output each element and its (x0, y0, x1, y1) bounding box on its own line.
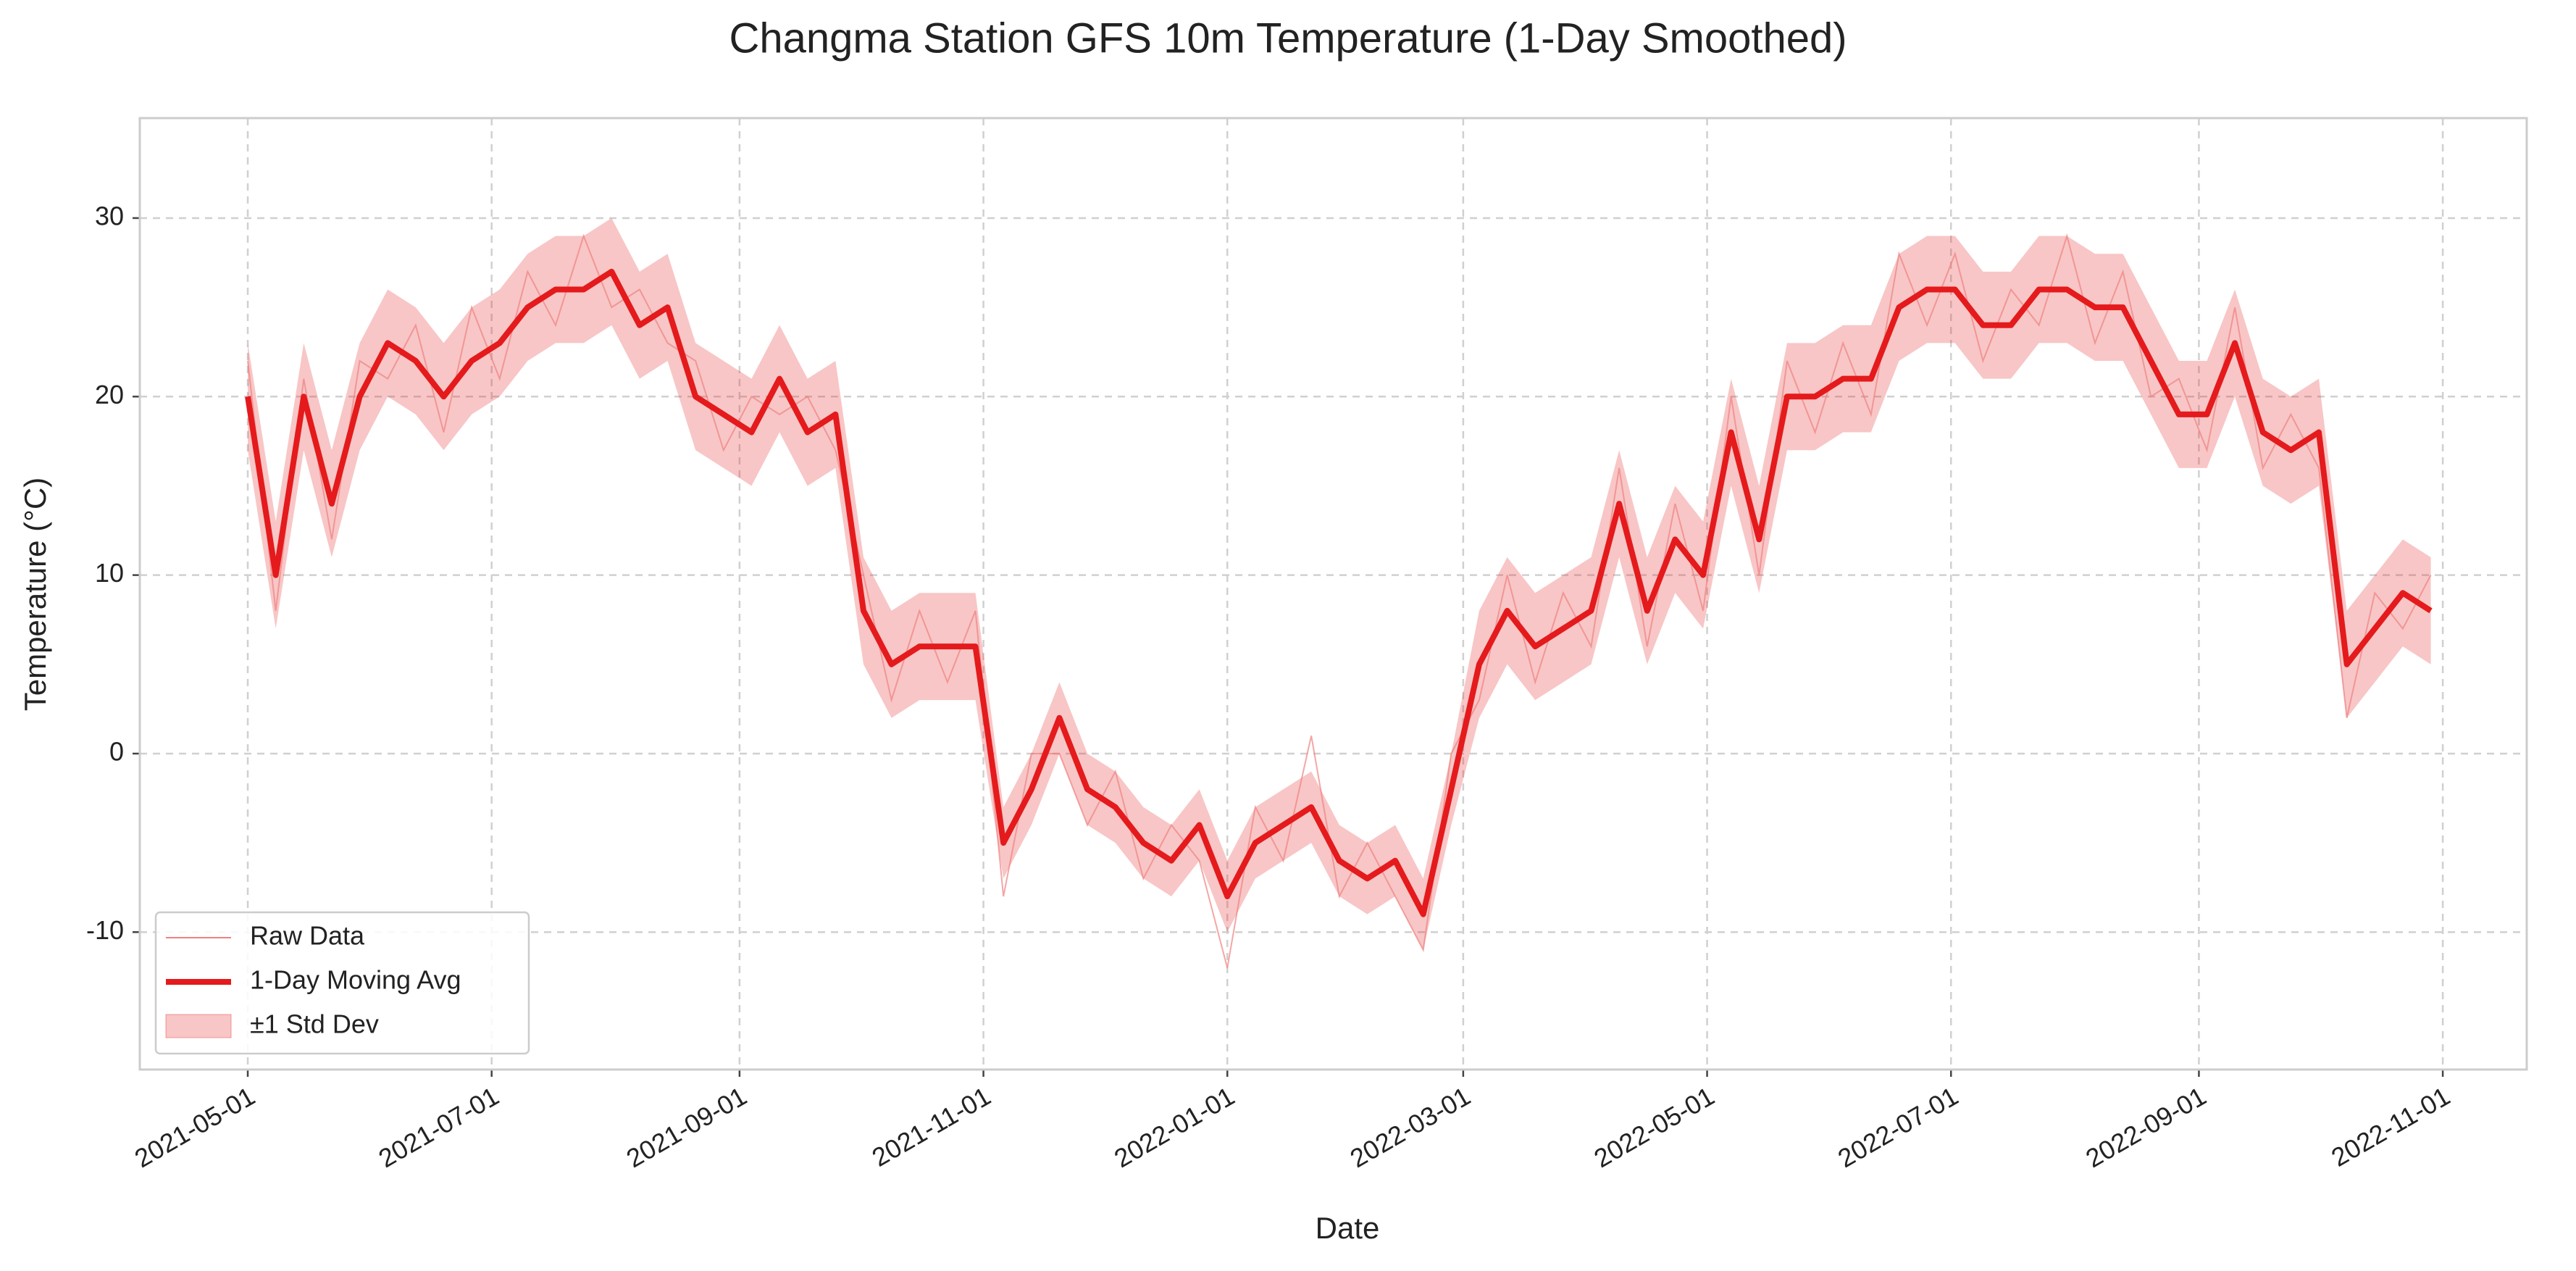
x-axis-label: Date (1316, 1211, 1380, 1245)
x-tick-label: 2021-05-01 (130, 1081, 260, 1174)
y-tick-label: 30 (95, 201, 124, 230)
legend-box (154, 911, 530, 1055)
x-tick-label: 2022-11-01 (2326, 1081, 2455, 1172)
y-tick-label: 20 (95, 380, 124, 409)
y-tick-label: 10 (95, 558, 124, 588)
legend-label: ±1 Std Dev (250, 1009, 379, 1039)
x-tick-label: 2022-03-01 (1345, 1081, 1476, 1174)
legend-swatch (165, 1014, 232, 1038)
x-tick-label: 2021-07-01 (373, 1081, 503, 1174)
x-tick-label: 2022-09-01 (2081, 1081, 2211, 1174)
legend-label: Raw Data (250, 921, 365, 951)
legend-label: 1-Day Moving Avg (250, 965, 461, 995)
x-tick-label: 2022-01-01 (1109, 1081, 1239, 1174)
x-tick-label: 2021-09-01 (622, 1081, 752, 1174)
x-tick-label: 2022-05-01 (1589, 1081, 1719, 1174)
raw-line (247, 233, 2432, 968)
x-tick-label: 2021-11-01 (867, 1081, 996, 1172)
avg-line (245, 268, 2433, 917)
x-tick-label: 2022-07-01 (1833, 1081, 1963, 1174)
plot-frame (138, 117, 2528, 1071)
y-tick-label: -10 (86, 915, 124, 945)
y-axis-label: Temperature (°C) (18, 478, 52, 712)
std-band (248, 217, 2431, 950)
chart-title: Changma Station GFS 10m Temperature (1-D… (729, 14, 1847, 62)
y-tick-label: 0 (109, 736, 124, 766)
